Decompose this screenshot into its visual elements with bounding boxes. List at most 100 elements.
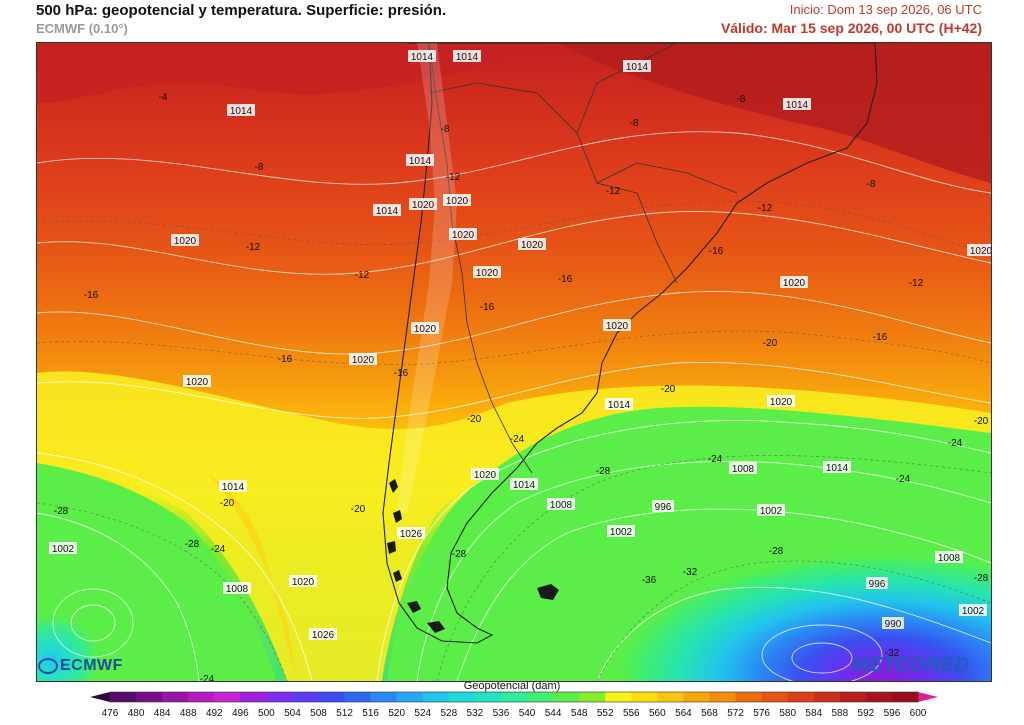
colorbar-tick-label: 496 (232, 708, 249, 719)
colorbar-cell (683, 692, 710, 702)
pressure-label: 1026 (400, 529, 423, 540)
pressure-label: 1002 (52, 544, 75, 555)
colorbar-tick-label: 556 (623, 708, 640, 719)
temp-label: -28 (769, 546, 784, 557)
map-canvas: 1014 1014 1014 1014 1014 1014 1014 1020 1020 1020… (37, 43, 991, 681)
temp-label: -20 (763, 338, 778, 349)
pressure-label: 1020 (446, 196, 469, 207)
pressure-label: 1020 (606, 321, 629, 332)
pressure-label: 1014 (222, 482, 245, 493)
pressure-label: 1020 (292, 577, 315, 588)
colorbar-cell (474, 692, 502, 702)
temp-label: -20 (974, 416, 989, 427)
colorbar-tick-label: 492 (206, 708, 223, 719)
colorbar-tick-label: 540 (519, 708, 536, 719)
temp-label: -8 (737, 94, 746, 105)
colorbar-cell (605, 692, 632, 702)
colorbar-cell (162, 692, 189, 702)
colorbar-tick-label: 548 (571, 708, 588, 719)
colorbar-tick-label: 580 (779, 708, 796, 719)
geopotential-colorbar: 476 480 484 488 492 496 500 504 508 512 516 520 524 5… (0, 690, 1024, 720)
colorbar-tick-label: 552 (597, 708, 614, 719)
colorbar-cell (240, 692, 267, 702)
colorbar-cell (318, 692, 346, 702)
pressure-label: 1014 (786, 100, 809, 111)
colorbar-cell (136, 692, 163, 702)
pressure-labels: 1014 1014 1014 1014 1014 1014 1014 1020 1020 1020… (49, 50, 991, 641)
temp-label: -32 (885, 648, 900, 659)
temp-label: -28 (185, 539, 200, 550)
pressure-label: 1014 (826, 463, 849, 474)
colorbar-canvas: 476 480 484 488 492 496 500 504 508 512 516 520 524 5… (90, 691, 938, 719)
pressure-label: 1014 (376, 206, 399, 217)
temp-label: -20 (351, 504, 366, 515)
pressure-label: 1020 (352, 355, 375, 366)
colorbar-tick-label: 560 (649, 708, 666, 719)
temp-label: -4 (159, 92, 168, 103)
colorbar-cell (214, 692, 241, 702)
pressure-label: 1008 (732, 464, 755, 475)
temp-label: -20 (467, 414, 482, 425)
colorbar-tick-label: 524 (414, 708, 431, 719)
colorbar-cell (448, 692, 476, 702)
colorbar-cell (813, 692, 841, 702)
colorbar-tick-label: 568 (701, 708, 718, 719)
colorbar-tick-label: 592 (858, 708, 875, 719)
pressure-label: 1020 (770, 397, 793, 408)
ecmwf-logo: ECMWF (38, 657, 123, 675)
colorbar-cell (266, 692, 293, 702)
temp-label: -12 (758, 203, 773, 214)
colorbar-cell (579, 692, 606, 702)
colorbar-cell (735, 692, 763, 702)
temp-label: -36 (642, 575, 657, 586)
colorbar-tick-label: 576 (753, 708, 770, 719)
colorbar-cell (553, 692, 580, 702)
colorbar-tick-label: 528 (440, 708, 457, 719)
temp-label: -16 (558, 274, 573, 285)
temp-label: -24 (948, 438, 963, 449)
high-geopotential-ne (557, 43, 991, 183)
colorbar-cell (891, 692, 919, 702)
colorbar-cell (527, 692, 554, 702)
colorbar-cell (292, 692, 320, 702)
pressure-label: 1008 (550, 500, 573, 511)
colorbar-tick-label: 588 (831, 708, 848, 719)
pressure-label: 1008 (226, 584, 249, 595)
pressure-label: 1014 (456, 52, 479, 63)
weather-map[interactable]: 1014 1014 1014 1014 1014 1014 1014 1020 1020 1020… (36, 42, 992, 682)
temp-label: -24 (510, 434, 525, 445)
pressure-label: 1008 (938, 553, 961, 564)
colorbar-tick-label: 500 (258, 708, 275, 719)
pressure-label: 996 (869, 579, 886, 590)
colorbar-tick-label: 504 (284, 708, 301, 719)
colorbar-tick-label: 532 (467, 708, 484, 719)
colorbar-tick-label: 596 (884, 708, 901, 719)
colorbar-tick-label: 508 (310, 708, 327, 719)
colorbar-cell (110, 692, 137, 702)
temperature-labels: -4 -8 -8 -8 -8 -8 -12 -12 -12 -12 -12 -12 -16 -16 -16 -… (54, 92, 989, 681)
temp-label: -16 (480, 302, 495, 313)
pressure-label: 1014 (411, 52, 434, 63)
colorbar-tick-label: 484 (154, 708, 171, 719)
pressure-label: 1020 (412, 200, 435, 211)
temp-label: -28 (974, 573, 989, 584)
geopotential-contours (37, 131, 991, 681)
ecmwf-logo-text: ECMWF (60, 657, 123, 674)
colorbar-tick-label: 520 (388, 708, 405, 719)
temp-label: -24 (708, 454, 723, 465)
pressure-label: 1020 (174, 236, 197, 247)
colorbar-right-arrow (918, 692, 938, 702)
temp-label: -28 (596, 466, 611, 477)
colorbar-tick-label: 488 (180, 708, 197, 719)
pressure-label: 1020 (970, 246, 991, 257)
pressure-label: 1002 (610, 527, 633, 538)
temp-label: -16 (278, 354, 293, 365)
temperature-contours (37, 201, 991, 681)
ecmwf-logo-icon (38, 657, 58, 674)
pressure-label: 1014 (230, 106, 253, 117)
south-america-coastline (382, 43, 878, 644)
temp-label: -12 (606, 186, 621, 197)
country-borders (428, 43, 738, 474)
temp-label: -16 (394, 368, 409, 379)
colorbar-tick-label: 536 (493, 708, 510, 719)
